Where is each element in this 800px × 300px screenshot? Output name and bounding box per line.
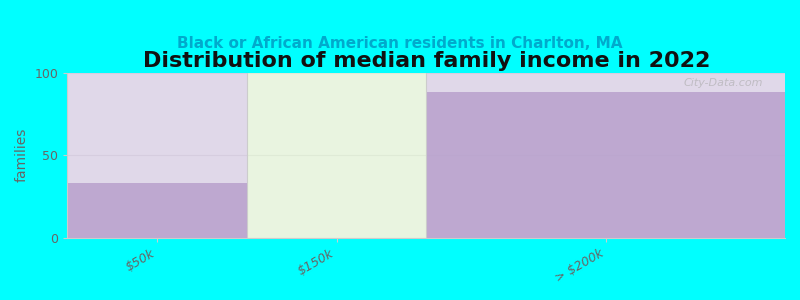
Bar bbox=[426, 73, 785, 238]
Y-axis label: families: families bbox=[15, 128, 29, 182]
Title: Distribution of median family income in 2022: Distribution of median family income in … bbox=[142, 51, 710, 71]
Bar bbox=[67, 183, 247, 238]
Bar bbox=[426, 92, 785, 238]
Bar bbox=[67, 73, 247, 238]
Text: City-Data.com: City-Data.com bbox=[684, 77, 763, 88]
Text: Black or African American residents in Charlton, MA: Black or African American residents in C… bbox=[178, 36, 622, 51]
Bar bbox=[247, 73, 426, 238]
